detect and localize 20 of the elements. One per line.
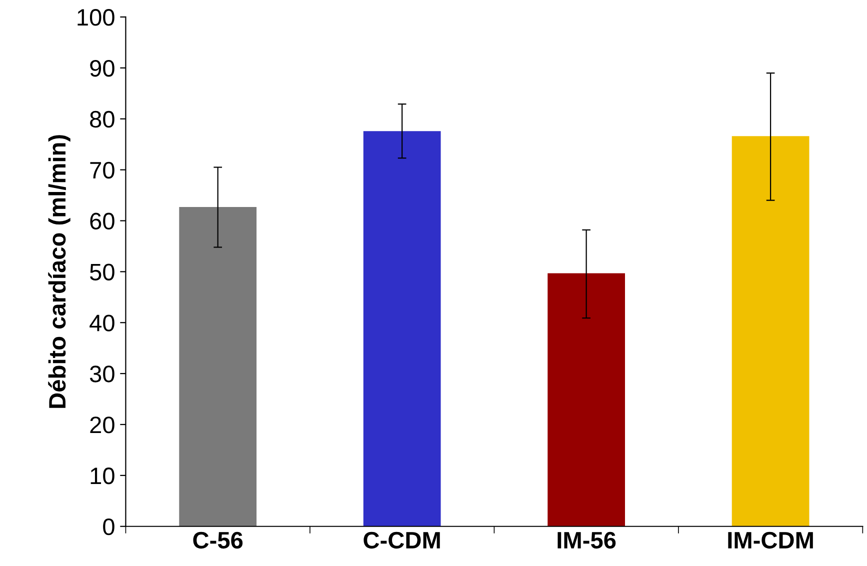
x-tick-label: IM-CDM: [728, 532, 813, 549]
y-tick-label: 40: [90, 314, 114, 332]
bar: [732, 136, 810, 526]
y-tick-label: 20: [90, 416, 114, 434]
y-tick-label: 30: [90, 366, 114, 382]
bar: [363, 131, 441, 526]
x-tick-label: IM-56: [558, 532, 616, 549]
y-tick-label: 80: [90, 110, 114, 128]
y-tick-label: 10: [90, 468, 114, 484]
y-tick-label: 70: [90, 162, 114, 179]
y-axis-title: Débito cardíaco (ml/min): [48, 135, 70, 408]
bar: [548, 273, 625, 526]
x-tick-label: C-56: [193, 532, 243, 549]
y-tick-label: 60: [90, 212, 114, 230]
y-tick-label: 100: [78, 9, 114, 26]
x-tick-label: C-CDM: [364, 532, 440, 549]
bar: [179, 206, 257, 526]
y-tick-label: 90: [90, 60, 114, 77]
y-tick-label: 50: [90, 264, 114, 280]
y-tick-label: 0: [103, 518, 114, 536]
